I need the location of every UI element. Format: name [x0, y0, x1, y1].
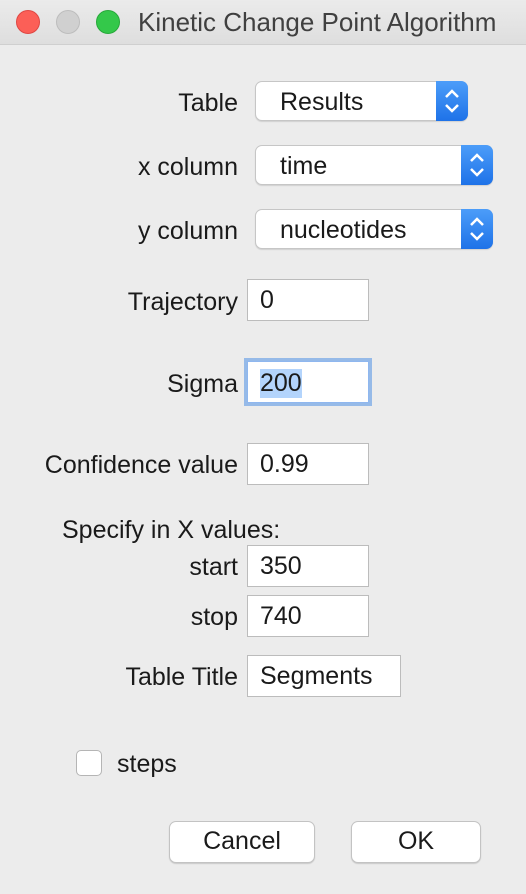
title-bar: Kinetic Change Point Algorithm	[0, 0, 526, 45]
trajectory-input[interactable]	[247, 279, 369, 321]
ok-button[interactable]: OK	[351, 821, 481, 863]
sigma-input[interactable]: 200	[247, 361, 369, 403]
x-column-label: x column	[137, 153, 238, 181]
stop-input[interactable]	[247, 595, 369, 637]
table-title-input[interactable]	[247, 655, 401, 697]
y-column-select-value: nucleotides	[280, 216, 407, 244]
window-title: Kinetic Change Point Algorithm	[138, 7, 497, 37]
table-title-label: Table Title	[125, 663, 238, 691]
cancel-button[interactable]: Cancel	[169, 821, 315, 863]
y-column-label: y column	[137, 217, 238, 245]
close-window-button[interactable]	[16, 10, 40, 34]
minimize-window-button[interactable]	[56, 10, 80, 34]
up-down-arrows-icon	[461, 145, 493, 185]
stop-label: stop	[190, 603, 238, 631]
start-input[interactable]	[247, 545, 369, 587]
confidence-value-input[interactable]	[247, 443, 369, 485]
table-select-value: Results	[280, 88, 364, 116]
steps-checkbox[interactable]	[76, 750, 102, 776]
up-down-arrows-icon	[461, 209, 493, 249]
sigma-label: Sigma	[167, 370, 238, 398]
sigma-input-value: 200	[260, 369, 302, 398]
y-column-select[interactable]: nucleotides	[255, 209, 493, 249]
x-column-select[interactable]: time	[255, 145, 493, 185]
start-label: start	[189, 553, 238, 581]
steps-label: steps	[117, 750, 177, 778]
trajectory-label: Trajectory	[127, 288, 238, 316]
x-column-select-value: time	[280, 152, 328, 180]
confidence-value-label: Confidence value	[44, 451, 238, 479]
table-label: Table	[178, 89, 238, 117]
specify-x-values-label: Specify in X values:	[62, 516, 281, 544]
maximize-window-button[interactable]	[96, 10, 120, 34]
table-select[interactable]: Results	[255, 81, 468, 121]
up-down-arrows-icon	[436, 81, 468, 121]
